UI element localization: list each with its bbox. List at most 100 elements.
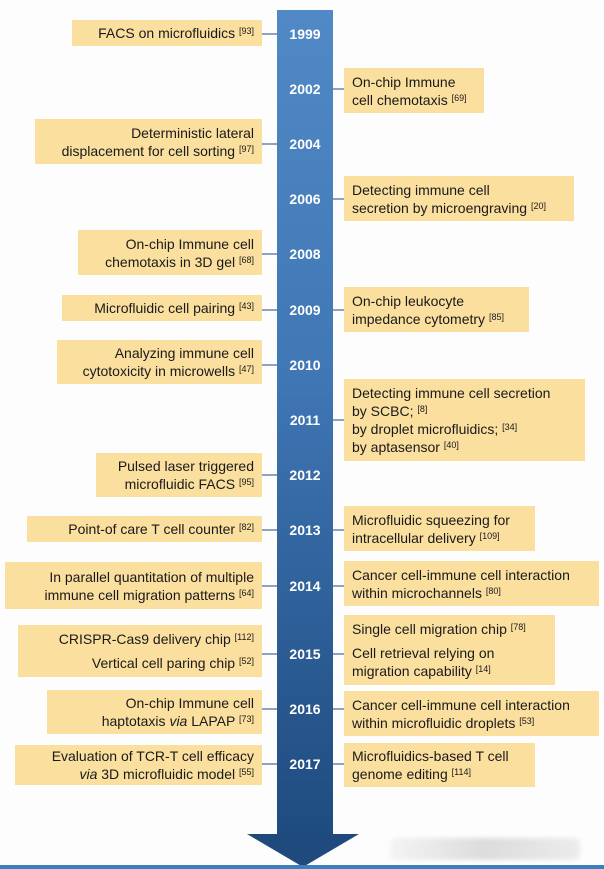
bottom-divider xyxy=(0,865,604,869)
milestone-line: microfluidic FACS [95] xyxy=(104,475,254,493)
year-label: 2006 xyxy=(289,191,321,207)
milestone-box-right: Microfluidic squeezing for intracellular … xyxy=(344,506,535,551)
milestone-line: genome editing [114] xyxy=(352,765,527,783)
milestone-box-right: Single cell migration chip [78] Cell retr… xyxy=(344,615,555,685)
milestone-box-left: Microfluidic cell pairing [43] xyxy=(62,295,262,321)
milestone-box-left: CRISPR-Cas9 delivery chip [112] Vertical … xyxy=(18,625,262,677)
reference-citation: [43] xyxy=(238,301,254,311)
milestone-box-left: In parallel quantitation of multiple immu… xyxy=(5,562,262,609)
milestone-line: On-chip Immune xyxy=(352,73,476,91)
year-label: 2011 xyxy=(289,412,321,428)
milestone-text: cell chemotaxis xyxy=(352,91,448,108)
connector-line xyxy=(333,529,344,531)
milestone-text: Microfluidics-based T cell xyxy=(352,748,509,764)
milestone-text: Vertical cell paring chip xyxy=(91,655,236,671)
connector-line xyxy=(262,253,277,255)
reference-citation: [114] xyxy=(451,767,471,777)
connector-line xyxy=(333,708,344,710)
milestone-text: On-chip Immune xyxy=(352,73,456,90)
milestone-line: within microfluidic droplets [53] xyxy=(352,714,591,732)
reference-citation: [8] xyxy=(417,404,428,414)
milestone-line: FACS on microfluidics [93] xyxy=(80,24,254,42)
year-label: 2004 xyxy=(289,136,321,152)
milestone-line: by SCBC; [8] xyxy=(352,402,577,420)
milestone-line: CRISPR-Cas9 delivery chip [112] xyxy=(26,630,254,648)
connector-line xyxy=(262,708,277,710)
milestone-line: On-chip leukocyte xyxy=(352,292,521,310)
milestone-line: within microchannels [80] xyxy=(352,584,591,602)
milestone-box-left: Evaluation of TCR-T cell efficacy via 3D … xyxy=(15,745,262,785)
milestone-text: by droplet microfluidics; xyxy=(352,421,499,437)
reference-citation: [52] xyxy=(238,656,254,666)
milestone-line: migration capability [14] xyxy=(352,662,547,680)
milestone-line: haptotaxis via LAPAP [73] xyxy=(55,712,254,730)
year-label: 1999 xyxy=(289,26,321,42)
milestone-line: Microfluidics-based T cell xyxy=(352,747,527,765)
milestone-text: Pulsed laser triggered xyxy=(117,458,254,474)
milestone-box-right: Detecting immune cell secretion by microe… xyxy=(344,176,574,221)
reference-citation: [47] xyxy=(238,364,254,374)
year-label: 2017 xyxy=(289,756,321,772)
milestone-box-right: On-chip Immune cell chemotaxis [69] xyxy=(344,68,484,113)
connector-line xyxy=(262,763,277,765)
milestone-text: CRISPR-Cas9 delivery chip xyxy=(58,631,231,647)
milestone-line: Evaluation of TCR-T cell efficacy xyxy=(23,747,254,765)
reference-citation: [20] xyxy=(530,200,546,211)
milestone-text: genome editing xyxy=(352,766,448,782)
milestone-text: Detecting immune cell xyxy=(352,181,490,198)
milestone-text: within microchannels xyxy=(352,584,482,601)
milestone-text-italic: via xyxy=(79,766,98,782)
connector-line xyxy=(333,88,344,90)
milestone-line: Deterministic lateral xyxy=(43,124,254,142)
reference-citation: [64] xyxy=(238,587,254,598)
reference-citation: [85] xyxy=(488,311,504,322)
milestone-line: displacement for cell sorting [97] xyxy=(43,142,254,160)
milestone-text: intracellular delivery xyxy=(352,529,476,546)
reference-citation: [97] xyxy=(238,143,254,154)
milestone-line: Pulsed laser triggered xyxy=(104,457,254,475)
milestone-text: On-chip Immune cell xyxy=(125,235,254,252)
milestone-line: intracellular delivery [109] xyxy=(352,529,527,547)
milestone-text: Microfluidic squeezing for xyxy=(352,511,510,528)
milestone-text: haptotaxis xyxy=(101,713,170,729)
reference-citation: [82] xyxy=(238,522,254,532)
milestone-box-right: Microfluidics-based T cell genome editing… xyxy=(344,743,535,787)
connector-line xyxy=(262,585,277,587)
connector-line xyxy=(333,198,344,200)
milestone-text: by SCBC; xyxy=(352,403,414,419)
reference-citation: [95] xyxy=(238,477,254,487)
milestone-box-left: On-chip Immune cell haptotaxis via LAPAP … xyxy=(47,690,262,734)
milestone-text: displacement for cell sorting xyxy=(61,142,236,159)
milestone-box-left: FACS on microfluidics [93] xyxy=(72,20,262,46)
connector-line xyxy=(262,474,277,476)
milestone-line: via 3D microfluidic model [55] xyxy=(23,765,254,783)
connector-line xyxy=(333,763,344,765)
connector-line xyxy=(262,529,277,531)
milestone-text: On-chip leukocyte xyxy=(352,292,465,309)
milestone-line: Cell retrieval relying on xyxy=(352,644,547,662)
reference-citation: [109] xyxy=(479,530,500,541)
milestone-text: secretion by microengraving xyxy=(352,199,528,216)
milestone-line: On-chip Immune cell xyxy=(55,694,254,712)
milestone-text: migration capability xyxy=(352,663,472,679)
reference-citation: [112] xyxy=(234,632,254,642)
milestone-text: Cancer cell-immune cell interaction xyxy=(352,566,570,583)
milestone-box-left: On-chip Immune cell chemotaxis in 3D gel … xyxy=(78,230,262,275)
milestone-text: Evaluation of TCR-T cell efficacy xyxy=(51,748,254,764)
milestone-text: Cancer cell-immune cell interaction xyxy=(352,696,570,713)
milestone-text: microfluidic FACS xyxy=(124,476,236,492)
milestone-line: Vertical cell paring chip [52] xyxy=(26,654,254,672)
milestone-text: Point-of care T cell counter xyxy=(68,521,236,537)
milestone-text: Single cell migration chip xyxy=(352,621,507,637)
reference-citation: [53] xyxy=(519,715,535,726)
year-label: 2012 xyxy=(289,467,321,483)
year-label: 2014 xyxy=(289,578,321,594)
connector-line xyxy=(333,653,344,655)
milestone-line: Detecting immune cell secretion xyxy=(352,384,577,402)
connector-line xyxy=(333,309,344,311)
year-label: 2002 xyxy=(289,81,321,97)
milestone-text: within microfluidic droplets xyxy=(352,714,516,731)
milestone-box-right: Cancer cell-immune cell interaction withi… xyxy=(344,561,599,606)
reference-citation: [40] xyxy=(443,440,459,450)
milestone-text: LAPAP xyxy=(187,713,236,729)
